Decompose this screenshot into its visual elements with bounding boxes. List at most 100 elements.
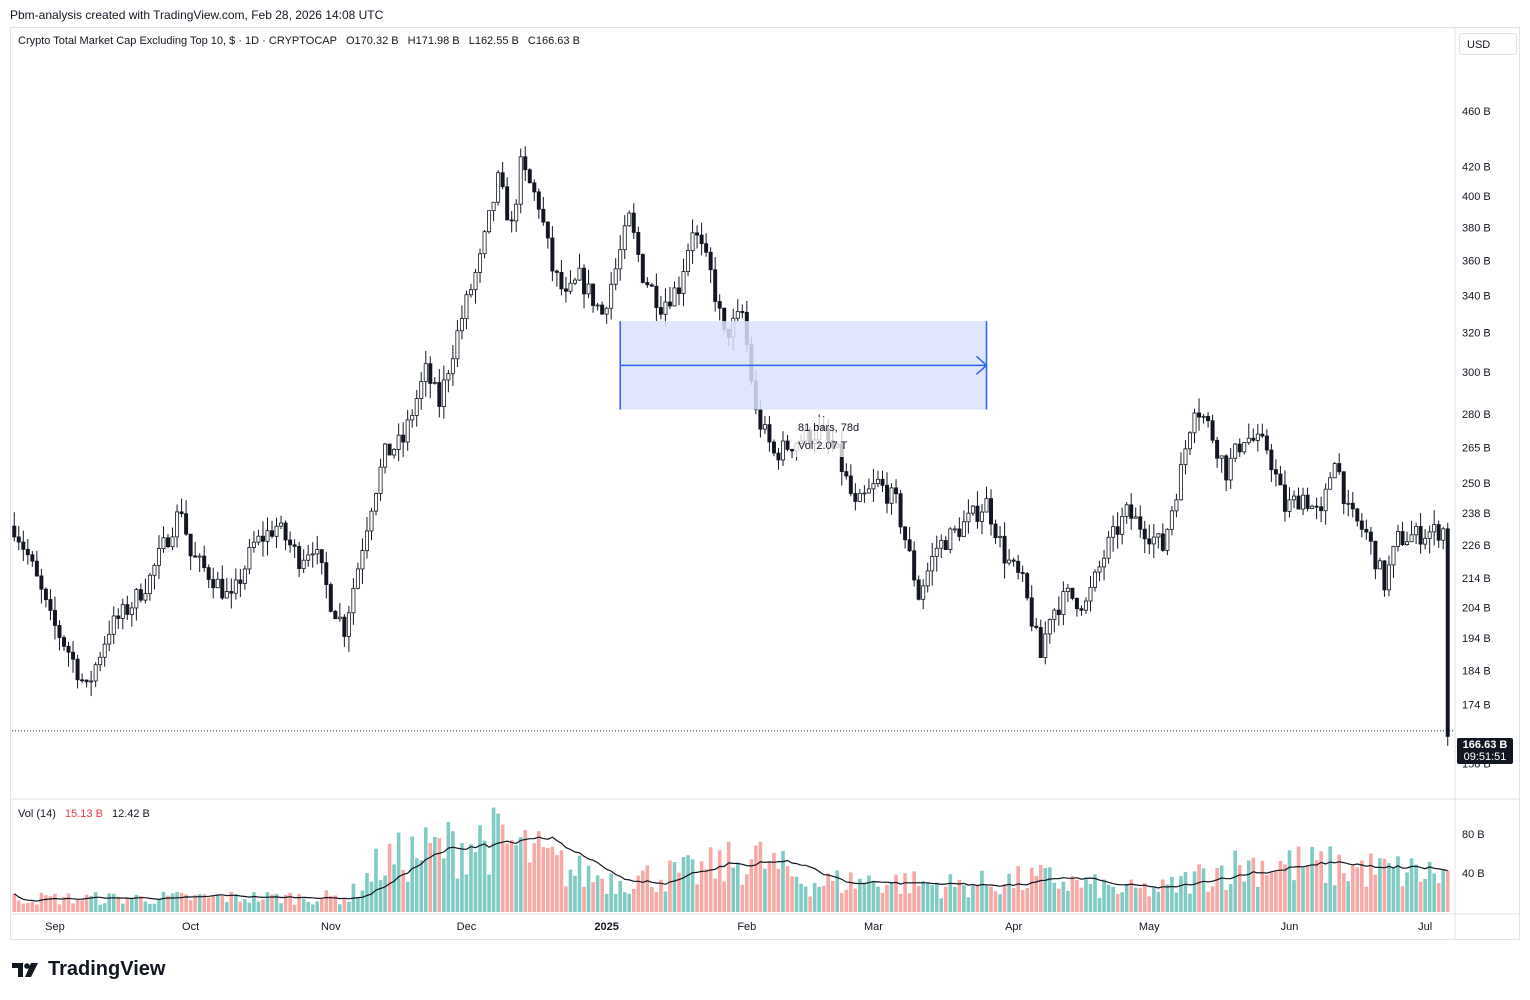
candle-body xyxy=(1391,546,1396,566)
volume-bar xyxy=(57,904,62,912)
volume-bar xyxy=(1206,891,1210,912)
candle-body xyxy=(469,289,473,296)
price-tick-label: 320 B xyxy=(1462,327,1491,339)
volume-bar xyxy=(1355,867,1360,912)
time-tick-label: May xyxy=(1139,921,1160,933)
volume-bar xyxy=(455,878,460,912)
candle-body xyxy=(989,498,993,525)
candle-body xyxy=(1192,412,1197,434)
candle-body xyxy=(455,330,460,360)
volume-bar xyxy=(1305,866,1310,912)
volume-bar xyxy=(419,860,424,912)
candle-body xyxy=(885,484,889,504)
time-tick-label: Dec xyxy=(457,921,477,933)
time-tick-label: Mar xyxy=(864,921,883,933)
candle-body xyxy=(1115,526,1120,535)
volume-bar xyxy=(808,896,812,912)
candle-body xyxy=(582,267,587,295)
volume-bar xyxy=(469,844,473,912)
candle-body xyxy=(790,449,795,452)
volume-bar xyxy=(333,895,338,912)
volume-bar xyxy=(1201,868,1206,912)
volume-bar xyxy=(943,886,948,912)
volume-bar xyxy=(717,850,722,912)
volume-bar xyxy=(672,862,677,912)
candle-body xyxy=(396,434,401,450)
candle-body xyxy=(30,554,35,562)
volume-bar xyxy=(102,903,107,912)
volume-bar xyxy=(243,899,247,912)
candle-body xyxy=(1368,531,1373,542)
volume-bar xyxy=(229,891,234,912)
range-tool-layer xyxy=(619,321,988,410)
volume-bar xyxy=(1256,886,1260,912)
volume-bar xyxy=(1296,846,1301,912)
candle-body xyxy=(1400,531,1405,546)
volume-bar xyxy=(948,874,953,912)
candle-body xyxy=(1233,443,1238,459)
volume-bar xyxy=(1215,867,1219,912)
candle-body xyxy=(1056,609,1061,616)
volume-bar xyxy=(161,891,166,912)
candle-body xyxy=(1020,572,1025,574)
volume-bar xyxy=(270,894,274,912)
volume-bar xyxy=(261,899,265,912)
candle-body xyxy=(138,589,143,601)
candle-body xyxy=(441,379,446,407)
volume-bar xyxy=(179,892,184,912)
volume-bar xyxy=(297,894,301,912)
volume-bar xyxy=(523,829,528,912)
candle-body xyxy=(654,285,659,308)
candle-body xyxy=(71,651,76,660)
axis-layer: 460 B 420 B 400 B 380 B 360 B 340 B 320 B 300 B… xyxy=(11,28,1519,939)
candle-body xyxy=(57,625,62,638)
volume-bar xyxy=(328,896,333,912)
candle-body xyxy=(419,381,424,399)
candle-body xyxy=(550,237,555,272)
currency-selector[interactable]: USD xyxy=(1459,33,1517,55)
volume-bar xyxy=(1061,881,1066,912)
candle-body xyxy=(1011,559,1016,562)
volume-bar xyxy=(1423,878,1427,912)
price-tick-label: 204 B xyxy=(1462,602,1491,614)
volume-bar xyxy=(871,880,876,912)
volume-bar xyxy=(821,885,826,912)
volume-bar xyxy=(1133,887,1138,912)
volume-bar xyxy=(1066,890,1070,912)
volume-bar xyxy=(53,893,57,912)
candle-body xyxy=(505,186,510,221)
candle-body xyxy=(948,528,953,550)
volume-bar xyxy=(1409,858,1414,912)
volume-bar xyxy=(35,904,39,912)
volume-bar xyxy=(1120,892,1124,912)
volume-bar xyxy=(690,859,695,912)
candle-body xyxy=(1083,600,1088,611)
candle-body xyxy=(364,530,369,551)
volume-bar xyxy=(1391,867,1396,912)
candle-body xyxy=(1188,432,1192,450)
candle-body xyxy=(75,658,80,681)
volume-bar xyxy=(1237,865,1242,912)
volume-bar xyxy=(211,895,216,912)
chart-credit: Pbm-analysis created with TradingView.co… xyxy=(10,8,384,22)
volume-bar xyxy=(686,855,690,912)
candle-body xyxy=(1269,449,1274,471)
volume-bar xyxy=(238,901,243,912)
volume-bar xyxy=(930,885,935,912)
volume-bar xyxy=(1346,881,1351,912)
volume-bar xyxy=(826,873,831,912)
volume-bar xyxy=(1400,886,1405,912)
candle-body xyxy=(1377,560,1382,570)
volume-tick-label: 80 B xyxy=(1462,829,1485,841)
candle-body xyxy=(319,549,324,564)
volume-bar xyxy=(1369,853,1373,912)
candle-body xyxy=(649,284,654,287)
volume-bar xyxy=(939,898,944,912)
candle-body xyxy=(889,487,894,504)
candle-body xyxy=(1273,469,1278,475)
candle-body xyxy=(1165,528,1170,551)
candle-body xyxy=(1102,557,1107,568)
volume-bar xyxy=(1445,870,1450,912)
candle-body xyxy=(622,225,627,251)
